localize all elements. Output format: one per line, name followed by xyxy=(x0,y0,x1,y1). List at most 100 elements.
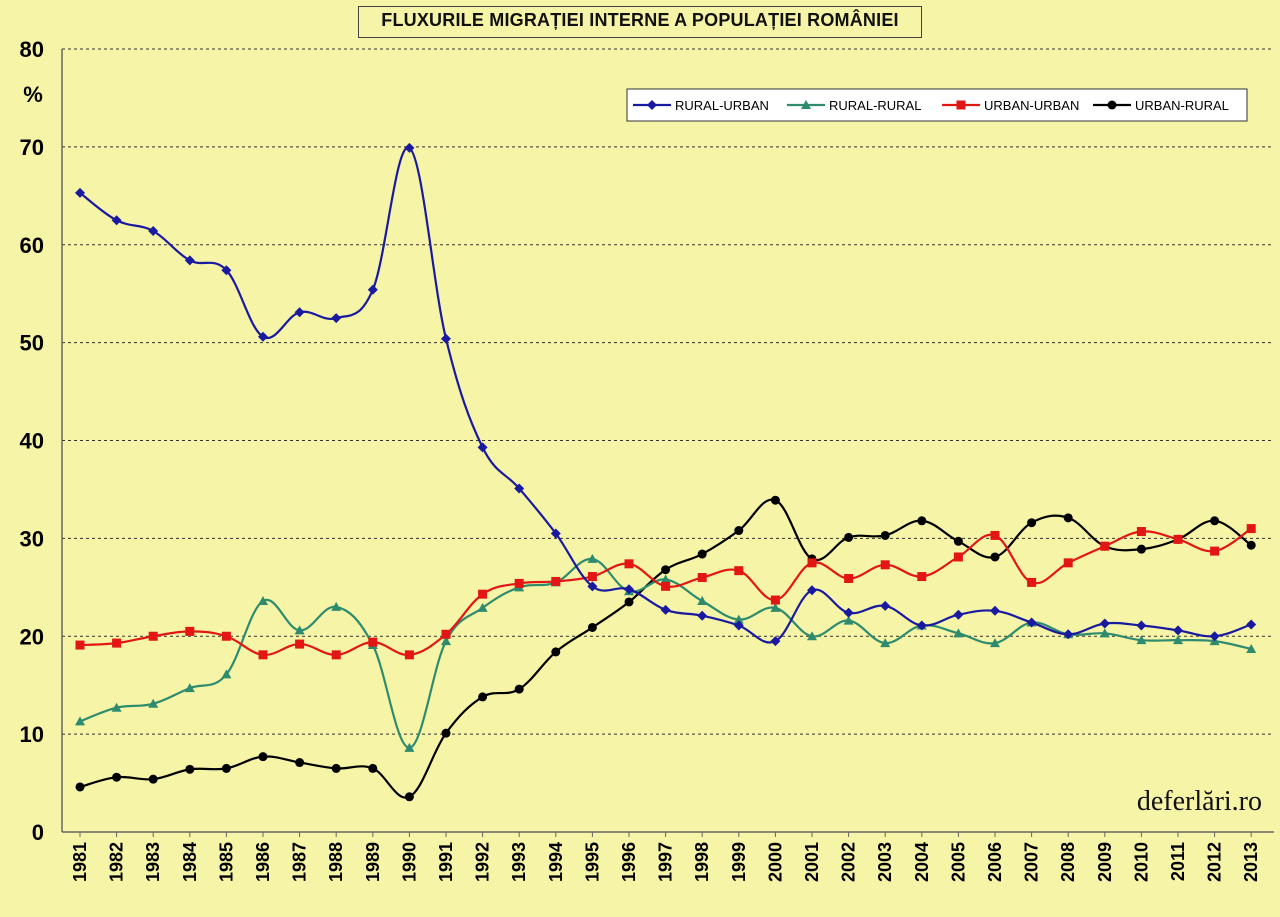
data-point-rural-rural xyxy=(148,698,159,708)
data-point-rural-rural xyxy=(75,716,85,726)
x-tick-label: 1981 xyxy=(70,842,90,882)
x-tick-label: 2009 xyxy=(1095,842,1115,882)
data-point-urban-urban xyxy=(551,576,561,586)
data-point-rural-rural xyxy=(587,553,598,563)
x-tick-label: 1997 xyxy=(656,842,676,882)
data-point-urban-rural xyxy=(112,772,122,782)
legend-item-urban-rural: URBAN-RURAL xyxy=(1093,98,1229,113)
x-tick-label: 1982 xyxy=(107,842,127,882)
data-point-rural-rural xyxy=(111,702,122,712)
data-point-rural-urban xyxy=(1099,618,1110,629)
data-point-urban-urban xyxy=(697,573,707,583)
data-point-rural-urban xyxy=(258,331,268,342)
x-tick-label: 1991 xyxy=(436,842,456,882)
data-point-urban-rural xyxy=(1210,516,1220,526)
x-tick-label: 1999 xyxy=(729,842,749,882)
legend-item-rural-rural: RURAL-RURAL xyxy=(787,98,921,113)
watermark: deferlări.ro xyxy=(1137,786,1262,817)
data-point-rural-urban xyxy=(75,187,85,198)
data-point-urban-urban xyxy=(953,552,963,562)
y-tick-label: 30 xyxy=(20,526,44,551)
data-point-urban-rural xyxy=(953,536,963,546)
data-point-rural-urban xyxy=(770,636,781,647)
data-point-rural-urban xyxy=(807,585,817,596)
data-point-rural-urban xyxy=(587,581,598,592)
data-point-rural-urban xyxy=(184,255,195,266)
data-point-urban-rural xyxy=(514,684,524,694)
y-axis-label: % xyxy=(23,82,43,107)
data-point-urban-urban xyxy=(1100,541,1110,551)
data-point-urban-rural xyxy=(368,763,378,773)
data-point-urban-urban xyxy=(1173,534,1183,544)
data-point-rural-urban xyxy=(550,528,561,539)
x-tick-label: 2000 xyxy=(765,842,785,882)
x-tick-label: 1989 xyxy=(363,842,383,882)
data-point-urban-urban xyxy=(1063,558,1073,568)
x-tick-label: 2008 xyxy=(1058,842,1078,882)
data-point-urban-urban xyxy=(514,578,524,588)
data-point-urban-urban xyxy=(844,574,854,584)
data-point-urban-urban xyxy=(295,639,305,649)
data-point-urban-urban xyxy=(75,640,85,650)
data-point-rural-rural xyxy=(258,596,268,606)
data-point-rural-urban xyxy=(697,610,708,621)
data-point-rural-urban xyxy=(441,333,451,344)
x-tick-label: 2002 xyxy=(839,842,859,882)
data-point-rural-rural xyxy=(294,625,305,635)
y-tick-label: 20 xyxy=(20,624,44,649)
series-line-rural-rural xyxy=(79,557,1252,749)
x-tick-label: 2001 xyxy=(802,842,822,882)
data-point-rural-urban xyxy=(111,215,122,226)
data-point-urban-urban xyxy=(1136,527,1146,537)
data-point-rural-rural xyxy=(953,628,964,638)
data-point-urban-rural xyxy=(624,597,634,607)
data-point-rural-rural xyxy=(331,601,342,611)
data-point-rural-rural xyxy=(990,638,1000,648)
x-tick-label: 1993 xyxy=(509,842,529,882)
legend-label: RURAL-URBAN xyxy=(675,98,769,113)
data-point-rural-rural xyxy=(1173,635,1183,645)
data-point-rural-rural xyxy=(880,638,891,648)
x-tick-label: 2011 xyxy=(1168,842,1188,881)
data-point-rural-rural xyxy=(807,631,817,641)
x-tick-label: 1996 xyxy=(619,842,639,882)
data-point-urban-rural xyxy=(148,774,158,784)
x-tick-label: 2004 xyxy=(912,842,932,882)
data-point-urban-rural xyxy=(1063,513,1073,523)
data-point-urban-urban xyxy=(185,626,195,636)
chart-title: FLUXURILE MIGRAȚIEI INTERNE A POPULAȚIEI… xyxy=(358,6,922,38)
x-tick-label: 1984 xyxy=(180,842,200,882)
data-point-urban-rural xyxy=(587,622,597,632)
data-point-rural-urban xyxy=(1209,631,1220,642)
data-point-rural-urban xyxy=(221,265,232,276)
data-point-rural-urban xyxy=(916,620,927,631)
data-point-urban-rural xyxy=(551,647,561,657)
data-point-rural-urban xyxy=(733,620,744,631)
data-point-rural-urban xyxy=(880,600,891,611)
data-point-rural-urban xyxy=(990,605,1000,616)
x-tick-label: 2006 xyxy=(985,842,1005,882)
data-point-rural-rural xyxy=(441,636,451,646)
data-point-urban-rural xyxy=(734,526,744,536)
data-point-rural-rural xyxy=(697,596,708,606)
axis-layer: 0 10 20 30 40 50 60 70 80 1981 1982 1983 1984 1985 198… xyxy=(20,37,1274,882)
x-tick-label: 1983 xyxy=(143,842,163,882)
data-point-urban-rural xyxy=(478,692,488,702)
data-point-rural-urban xyxy=(660,604,671,615)
data-point-urban-rural xyxy=(331,763,341,773)
y-tick-label: 0 xyxy=(32,820,44,845)
data-point-urban-urban xyxy=(807,558,817,568)
data-point-urban-urban xyxy=(112,638,122,648)
data-point-rural-urban xyxy=(331,313,342,324)
legend-label: URBAN-RURAL xyxy=(1135,98,1229,113)
legend-item-urban-urban: URBAN-URBAN xyxy=(942,98,1079,113)
x-tick-label: 2003 xyxy=(875,842,895,882)
data-point-urban-rural xyxy=(697,549,707,559)
data-point-urban-urban xyxy=(1027,577,1037,587)
data-point-urban-rural xyxy=(1027,518,1037,528)
x-tick-label: 1985 xyxy=(216,842,236,882)
data-point-urban-rural xyxy=(844,532,854,542)
data-point-urban-urban xyxy=(221,631,231,641)
